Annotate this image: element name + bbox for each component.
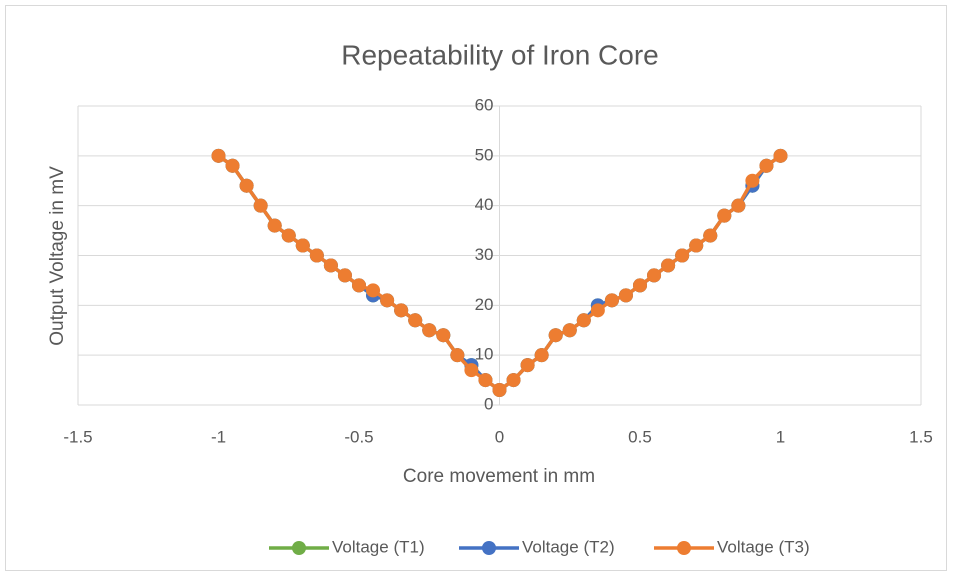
marker	[422, 323, 437, 338]
x-tick-label: 1.5	[909, 427, 933, 446]
marker	[717, 208, 732, 223]
y-tick-label: 40	[475, 195, 494, 214]
y-tick-label: 50	[475, 145, 494, 164]
legend-label: Voltage (T3)	[717, 537, 810, 556]
marker	[604, 293, 619, 308]
marker	[633, 278, 647, 293]
legend-marker	[292, 541, 306, 555]
marker	[225, 158, 240, 173]
marker	[436, 328, 451, 343]
chart-title: Repeatability of Iron Core	[341, 39, 659, 70]
marker	[366, 283, 381, 298]
marker	[352, 278, 366, 293]
marker	[309, 248, 324, 263]
marker	[478, 373, 493, 388]
marker	[548, 328, 563, 343]
marker	[253, 198, 268, 213]
marker	[618, 288, 633, 303]
marker	[408, 313, 423, 328]
marker	[211, 148, 226, 163]
marker	[506, 373, 521, 388]
marker	[450, 348, 465, 363]
legend-marker	[677, 541, 691, 555]
y-tick-label: 20	[475, 295, 494, 314]
marker	[534, 348, 549, 363]
legend-label: Voltage (T2)	[522, 537, 615, 556]
marker	[703, 228, 718, 243]
legend-label: Voltage (T1)	[332, 537, 425, 556]
y-tick-label: 0	[484, 394, 493, 413]
y-tick-label: 60	[475, 95, 494, 114]
marker	[661, 258, 676, 273]
marker	[773, 148, 788, 163]
marker	[647, 268, 662, 283]
marker	[337, 268, 352, 283]
x-axis-label: Core movement in mm	[403, 466, 595, 487]
marker	[731, 198, 746, 213]
marker	[267, 218, 282, 233]
marker	[675, 248, 690, 263]
marker	[745, 173, 760, 188]
marker	[576, 313, 591, 328]
x-tick-label: -0.5	[344, 427, 373, 446]
marker	[380, 293, 395, 308]
y-tick-label: 10	[475, 345, 494, 364]
marker	[562, 323, 577, 338]
marker	[295, 238, 310, 253]
marker	[689, 238, 704, 253]
x-tick-label: -1	[211, 427, 226, 446]
marker	[239, 178, 254, 193]
x-tick-label: 0	[495, 427, 504, 446]
marker	[759, 158, 774, 173]
x-tick-label: -1.5	[63, 427, 92, 446]
marker	[464, 363, 479, 378]
marker	[323, 258, 338, 273]
chart-border	[5, 5, 947, 571]
x-tick-label: 1	[776, 427, 785, 446]
marker	[394, 303, 409, 318]
marker	[520, 358, 535, 373]
y-axis-label: Output Voltage in mV	[47, 166, 68, 346]
x-tick-label: 0.5	[628, 427, 652, 446]
legend-marker	[482, 541, 496, 555]
marker	[590, 303, 605, 318]
marker	[281, 228, 296, 243]
marker	[492, 383, 507, 398]
y-tick-label: 30	[475, 245, 494, 264]
